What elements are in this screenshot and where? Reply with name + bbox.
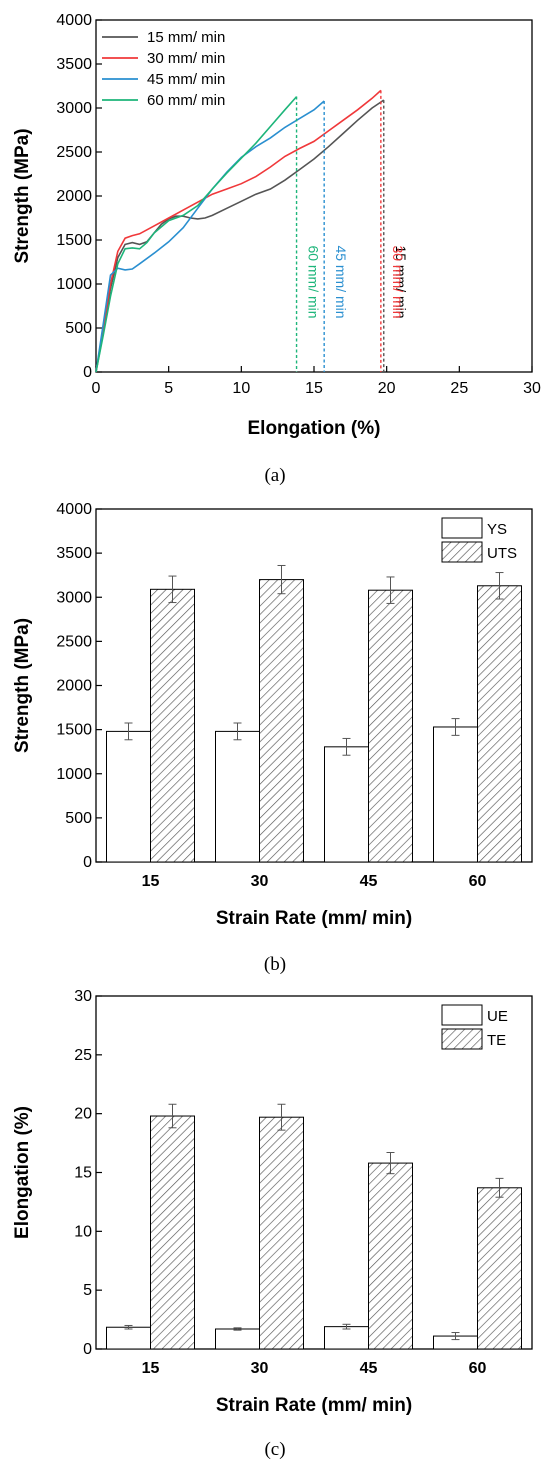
c-y-tick-label: 5 [83, 1282, 92, 1299]
c-bar-te [150, 1115, 195, 1350]
a-legend-label: 15 mm/ min [147, 29, 225, 46]
c-legend-swatch [441, 1028, 483, 1050]
b-bar-ys [433, 726, 478, 863]
c-legend-label: UE [487, 1008, 508, 1025]
b-bar-uts [368, 589, 413, 863]
b-x-tick-label: 30 [251, 873, 269, 890]
b-legend-swatch [441, 541, 483, 563]
b-y-tick-label: 2000 [56, 678, 92, 695]
b-y-tick-label: 3000 [56, 589, 92, 606]
b-y-tick-label: 1500 [56, 722, 92, 739]
b-y-tick-label: 3500 [56, 545, 92, 562]
c-x-tick-label: 15 [142, 1360, 160, 1377]
chart-a: 0 500 1000 1500 2000 2500 3000 3500 4000 Strength… [12, 12, 541, 439]
b-y-tick-label: 500 [65, 810, 92, 827]
a-y-tick-label: 0 [83, 364, 92, 381]
a-y-tick-label: 3000 [56, 100, 92, 117]
b-y-tick-label: 2500 [56, 633, 92, 650]
a-x-tick-label: 15 [305, 380, 323, 397]
c-legend-label: TE [487, 1032, 506, 1049]
b-bar-ys [324, 746, 369, 863]
a-y-tick-label: 3500 [56, 56, 92, 73]
a-fracture-label: 45 mm/ min [333, 245, 349, 318]
b-legend-label: YS [487, 521, 507, 538]
a-x-tick-label: 0 [92, 380, 101, 397]
c-x-tick-label: 60 [469, 1360, 487, 1377]
b-x-tick-label: 45 [360, 873, 378, 890]
b-y-tick-label: 0 [83, 854, 92, 871]
c-x-tick-label: 45 [360, 1360, 378, 1377]
a-y-tick-label: 4000 [56, 12, 92, 29]
a-x-tick-label: 25 [450, 380, 468, 397]
a-series-line [95, 99, 385, 373]
a-legend: 15 mm/ min 30 mm/ min 45 mm/ min 60 mm/ min [102, 29, 225, 109]
a-fracture-label: 15 mm/ min [393, 245, 409, 318]
a-x-axis-title: Elongation (%) [248, 418, 381, 439]
a-x-tick-label: 10 [232, 380, 250, 397]
a-x-tick-label: 20 [378, 380, 396, 397]
c-y-tick-label: 10 [74, 1223, 92, 1240]
c-bar-ue [324, 1326, 369, 1350]
a-series-line [95, 96, 298, 373]
panel-label-a: (a) [264, 465, 285, 486]
chart-b: 0 500 1000 1500 2000 2500 3000 3500 4000 Strength… [12, 501, 533, 929]
chart-c: 0 5 10 15 20 25 30 Elongation (%) 15 30 45 60 Strain… [12, 988, 533, 1416]
a-series-line [95, 89, 382, 373]
a-y-tick-label: 1500 [56, 232, 92, 249]
b-bar-uts [259, 579, 304, 863]
a-y-tick-label: 1000 [56, 276, 92, 293]
a-x-tick-label: 5 [164, 380, 173, 397]
panel-label-b: (b) [264, 954, 286, 975]
b-y-tick-label: 1000 [56, 766, 92, 783]
b-legend: YS UTS [441, 517, 517, 563]
c-bar-te [368, 1162, 413, 1350]
c-legend: UE TE [441, 1004, 508, 1050]
c-y-tick-label: 25 [74, 1047, 92, 1064]
c-y-tick-label: 20 [74, 1106, 92, 1123]
b-x-tick-label: 15 [142, 873, 160, 890]
a-legend-label: 30 mm/ min [147, 50, 225, 67]
b-legend-label: UTS [487, 545, 517, 562]
a-y-tick-label: 500 [65, 320, 92, 337]
c-bar-ue [106, 1326, 151, 1350]
c-x-axis-title: Strain Rate (mm/ min) [216, 1395, 412, 1416]
b-legend-swatch [441, 517, 483, 539]
a-fracture-label: 30 mm/ min [390, 245, 406, 318]
b-bar-ys [215, 730, 260, 863]
b-bar-ys [106, 730, 151, 863]
b-bar-uts [477, 585, 522, 863]
b-y-axis-title: Strength (MPa) [12, 618, 33, 753]
c-legend-swatch [441, 1004, 483, 1026]
a-y-axis-title: Strength (MPa) [12, 128, 33, 263]
a-legend-label: 60 mm/ min [147, 92, 225, 109]
c-bar-te [259, 1116, 304, 1350]
b-y-tick-label: 4000 [56, 501, 92, 518]
c-y-axis-title: Elongation (%) [12, 1106, 33, 1239]
b-x-axis-title: Strain Rate (mm/ min) [216, 908, 412, 929]
a-x-tick-label: 30 [523, 380, 541, 397]
c-y-tick-label: 15 [74, 1165, 92, 1182]
a-y-tick-label: 2500 [56, 144, 92, 161]
c-y-tick-label: 30 [74, 988, 92, 1005]
a-fracture-label: 60 mm/ min [306, 245, 322, 318]
c-x-tick-label: 30 [251, 1360, 269, 1377]
a-y-tick-label: 2000 [56, 188, 92, 205]
c-bar-te [477, 1187, 522, 1350]
b-x-tick-label: 60 [469, 873, 487, 890]
a-legend-label: 45 mm/ min [147, 71, 225, 88]
b-bar-uts [150, 588, 195, 863]
c-y-tick-label: 0 [83, 1341, 92, 1358]
c-bar-ue [215, 1328, 260, 1350]
a-series-line [95, 100, 325, 373]
panel-label-c: (c) [264, 1439, 285, 1460]
